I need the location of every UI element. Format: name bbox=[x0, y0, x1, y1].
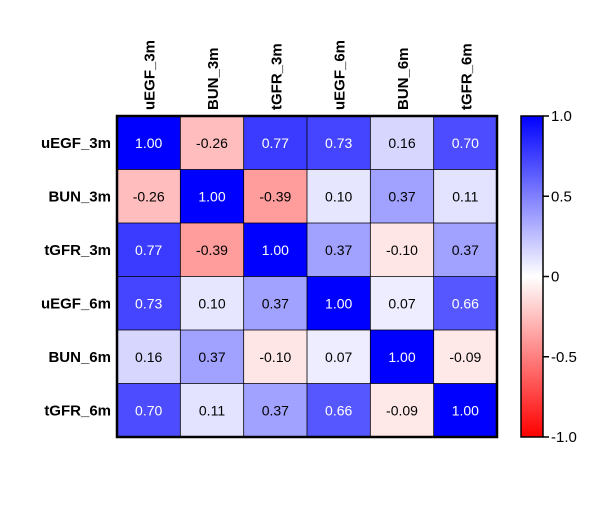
heatmap-cell-tGFR_6m-BUN_3m bbox=[180, 383, 244, 437]
cell-value-label: -0.39 bbox=[259, 188, 291, 204]
heatmap-cell-uEGF_3m-uEGF_6m bbox=[307, 116, 371, 170]
heatmap-cell-uEGF_6m-tGFR_6m bbox=[433, 276, 497, 330]
heatmap-cell-BUN_6m-tGFR_6m bbox=[433, 330, 497, 384]
cell-value-label: 0.07 bbox=[325, 349, 352, 365]
column-label-BUN_3m: BUN_3m bbox=[205, 47, 222, 110]
heatmap-cell-tGFR_3m-uEGF_3m bbox=[117, 223, 181, 277]
row-label-tGFR_3m: tGFR_3m bbox=[44, 242, 111, 259]
heatmap-cells: 1.00 -0.26 0.77 0.73 0.16 0.70 -0.26 1.00 -0.39 0… bbox=[117, 116, 497, 437]
cell-value-label: 0.77 bbox=[135, 242, 162, 258]
heatmap-cell-uEGF_3m-BUN_6m bbox=[370, 116, 434, 170]
cell-value-label: 0.73 bbox=[325, 135, 352, 151]
cell-value-label: 0.37 bbox=[452, 242, 479, 258]
heatmap-cell-BUN_3m-uEGF_3m bbox=[117, 169, 181, 223]
cell-value-label: 0.37 bbox=[262, 402, 289, 418]
colorbar-ticks: 1.0 0.5 0 -0.5 -1.0 bbox=[543, 108, 577, 446]
cell-value-label: 0.07 bbox=[388, 295, 415, 311]
heatmap-cell-BUN_6m-BUN_6m bbox=[370, 330, 434, 384]
colorbar-tick-label: 0 bbox=[551, 269, 559, 286]
cell-value-label: 0.70 bbox=[452, 135, 479, 151]
heatmap-cell-BUN_6m-uEGF_3m bbox=[117, 330, 181, 384]
cell-value-label: 1.00 bbox=[135, 135, 162, 151]
row-label-uEGF_3m: uEGF_3m bbox=[41, 135, 111, 152]
heatmap-cell-tGFR_6m-tGFR_6m bbox=[433, 383, 497, 437]
cell-value-label: 1.00 bbox=[262, 242, 289, 258]
colorbar: 1.0 0.5 0 -0.5 -1.0 bbox=[520, 108, 577, 446]
heatmap-cell-uEGF_3m-BUN_3m bbox=[180, 116, 244, 170]
cell-value-label: 1.00 bbox=[388, 349, 415, 365]
row-label-uEGF_6m: uEGF_6m bbox=[41, 295, 111, 312]
cell-value-label: 0.66 bbox=[325, 402, 352, 418]
heatmap-cell-BUN_3m-tGFR_6m bbox=[433, 169, 497, 223]
heatmap-frame bbox=[115, 114, 499, 439]
colorbar-tick-label: -1.0 bbox=[551, 429, 577, 446]
heatmap-cell-uEGF_3m-uEGF_3m bbox=[117, 116, 181, 170]
colorbar-tick-label: 0.5 bbox=[551, 188, 572, 205]
cell-value-label: 0.10 bbox=[198, 295, 225, 311]
colorbar-tick-label: -0.5 bbox=[551, 349, 577, 366]
column-label-uEGF_3m: uEGF_3m bbox=[142, 40, 159, 110]
colorbar-tick-label: 1.0 bbox=[551, 108, 572, 125]
heatmap-cell-uEGF_6m-BUN_3m bbox=[180, 276, 244, 330]
heatmap-cell-BUN_3m-BUN_3m bbox=[180, 169, 244, 223]
heatmap-cell-uEGF_3m-tGFR_6m bbox=[433, 116, 497, 170]
heatmap-cell-tGFR_3m-tGFR_3m bbox=[243, 223, 307, 277]
cell-value-label: 0.37 bbox=[198, 349, 225, 365]
cell-value-label: 0.70 bbox=[135, 402, 162, 418]
heatmap-cell-uEGF_6m-uEGF_6m bbox=[307, 276, 371, 330]
cell-value-label: 0.11 bbox=[452, 188, 478, 204]
cell-value-label: -0.09 bbox=[386, 402, 418, 418]
cell-value-label: -0.39 bbox=[196, 242, 228, 258]
heatmap-cell-tGFR_3m-BUN_3m bbox=[180, 223, 244, 277]
heatmap-cell-uEGF_6m-tGFR_3m bbox=[243, 276, 307, 330]
heatmap-cell-BUN_6m-uEGF_6m bbox=[307, 330, 371, 384]
heatmap-cell-BUN_3m-uEGF_6m bbox=[307, 169, 371, 223]
heatmap-cell-tGFR_3m-BUN_6m bbox=[370, 223, 434, 277]
heatmap-cell-uEGF_6m-uEGF_3m bbox=[117, 276, 181, 330]
cell-value-label: 0.66 bbox=[452, 295, 479, 311]
column-label-tGFR_6m: tGFR_6m bbox=[458, 43, 475, 110]
cell-value-label: 0.37 bbox=[388, 188, 415, 204]
column-label-uEGF_6m: uEGF_6m bbox=[332, 40, 349, 110]
row-label-BUN_6m: BUN_6m bbox=[48, 349, 111, 366]
cell-value-label: 1.00 bbox=[325, 295, 352, 311]
colorbar-gradient bbox=[520, 115, 544, 438]
heatmap-cell-BUN_3m-BUN_6m bbox=[370, 169, 434, 223]
cell-value-label: 0.37 bbox=[262, 295, 289, 311]
heatmap-cell-tGFR_3m-tGFR_6m bbox=[433, 223, 497, 277]
cell-value-label: 0.37 bbox=[325, 242, 352, 258]
cell-value-label: 0.73 bbox=[135, 295, 162, 311]
row-labels: uEGF_3m BUN_3m tGFR_3m uEGF_6m BUN_6m tGFR_6m bbox=[41, 135, 111, 420]
heatmap-cell-tGFR_6m-uEGF_6m bbox=[307, 383, 371, 437]
heatmap-cell-BUN_6m-BUN_3m bbox=[180, 330, 244, 384]
cell-value-label: 0.10 bbox=[325, 188, 352, 204]
heatmap-gridlines bbox=[117, 116, 497, 437]
heatmap-cell-uEGF_6m-BUN_6m bbox=[370, 276, 434, 330]
heatmap-cell-BUN_3m-tGFR_3m bbox=[243, 169, 307, 223]
heatmap-cell-tGFR_6m-tGFR_3m bbox=[243, 383, 307, 437]
cell-value-label: 0.11 bbox=[199, 402, 225, 418]
cell-value-label: 0.16 bbox=[388, 135, 415, 151]
row-label-BUN_3m: BUN_3m bbox=[48, 188, 111, 205]
cell-value-label: 1.00 bbox=[198, 188, 225, 204]
heatmap-cell-BUN_6m-tGFR_3m bbox=[243, 330, 307, 384]
cell-value-label: -0.26 bbox=[196, 135, 228, 151]
heatmap-cell-tGFR_6m-BUN_6m bbox=[370, 383, 434, 437]
heatmap-cell-uEGF_3m-tGFR_3m bbox=[243, 116, 307, 170]
heatmap-cell-tGFR_3m-uEGF_6m bbox=[307, 223, 371, 277]
column-label-BUN_6m: BUN_6m bbox=[395, 47, 412, 110]
cell-value-label: 0.16 bbox=[135, 349, 162, 365]
column-label-tGFR_3m: tGFR_3m bbox=[268, 43, 285, 110]
heatmap-cell-tGFR_6m-uEGF_3m bbox=[117, 383, 181, 437]
cell-value-label: -0.10 bbox=[259, 349, 291, 365]
cell-value-label: 1.00 bbox=[452, 402, 479, 418]
row-label-tGFR_6m: tGFR_6m bbox=[44, 402, 111, 419]
cell-value-label: -0.26 bbox=[133, 188, 165, 204]
cell-value-label: -0.10 bbox=[386, 242, 418, 258]
cell-value-label: -0.09 bbox=[449, 349, 481, 365]
column-labels: uEGF_3m BUN_3m tGFR_3m uEGF_6m BUN_6m tGFR_6m bbox=[142, 40, 476, 110]
cell-value-label: 0.77 bbox=[262, 135, 289, 151]
